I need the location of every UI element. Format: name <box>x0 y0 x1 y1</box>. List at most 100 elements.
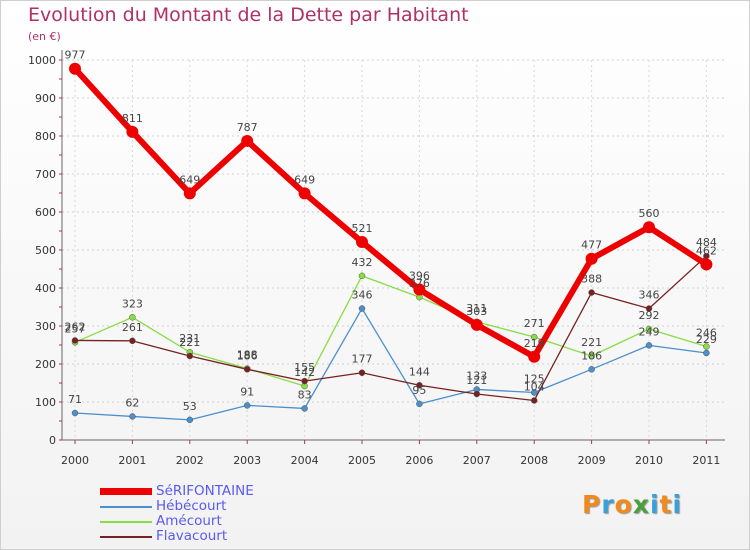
data-label: 186 <box>581 349 602 362</box>
data-point <box>71 337 79 344</box>
data-label: 231 <box>179 332 200 345</box>
data-label: 323 <box>122 297 143 310</box>
data-label: 388 <box>581 273 602 286</box>
data-label: 53 <box>183 400 197 413</box>
data-label: 292 <box>639 309 660 322</box>
logo-letter: P <box>582 490 602 519</box>
y-tick-label: 800 <box>35 130 56 143</box>
x-tick-label: 2009 <box>578 454 606 467</box>
x-tick-label: 2004 <box>291 454 319 467</box>
data-label: 462 <box>696 244 717 257</box>
data-label: 229 <box>696 333 717 346</box>
series-line-0 <box>72 66 709 360</box>
data-label: 484 <box>696 236 717 249</box>
x-tick-label: 2001 <box>118 454 146 467</box>
data-label: 142 <box>294 366 315 379</box>
chart-title: Evolution du Montant de la Dette par Hab… <box>28 4 469 26</box>
series-line-2 <box>74 275 707 387</box>
logo-letter: r <box>601 490 615 519</box>
data-label: 71 <box>68 393 82 406</box>
x-tick-label: 2003 <box>233 454 261 467</box>
proxiti-logo: Proxiti <box>582 490 682 519</box>
data-point <box>645 305 653 312</box>
chart-subtitle: (en €) <box>28 30 61 43</box>
data-point <box>186 352 194 360</box>
data-label: 221 <box>179 336 200 349</box>
x-tick-label: 2007 <box>463 454 491 467</box>
data-label: 396 <box>409 270 430 283</box>
data-point <box>183 187 196 200</box>
logo-letter: i <box>672 490 683 519</box>
data-point <box>129 337 136 345</box>
data-point <box>703 349 710 357</box>
data-point <box>585 252 598 265</box>
legend-label-hebecourt: Hébécourt <box>156 498 227 514</box>
data-point <box>588 289 595 296</box>
data-point <box>528 350 541 363</box>
y-tick-label: 300 <box>35 320 56 333</box>
y-tick-label: 900 <box>35 92 56 105</box>
data-point <box>416 400 423 408</box>
data-label: 249 <box>639 325 660 338</box>
data-label: 121 <box>466 374 487 387</box>
logo-letter: i <box>650 490 660 519</box>
data-label: 188 <box>237 349 258 362</box>
data-point <box>645 325 653 333</box>
data-label: 125 <box>524 373 545 386</box>
data-point <box>470 318 483 331</box>
data-point <box>530 333 538 341</box>
data-point <box>243 366 251 373</box>
data-label: 811 <box>122 112 143 125</box>
data-point <box>530 397 538 404</box>
logo-letter: t <box>659 490 673 519</box>
data-label: 95 <box>412 384 426 397</box>
data-label: 246 <box>696 327 717 340</box>
data-label: 257 <box>65 322 86 335</box>
data-label: 649 <box>294 173 315 186</box>
data-label: 261 <box>122 321 143 334</box>
data-point <box>588 366 595 373</box>
data-label: 62 <box>125 396 139 409</box>
data-label: 346 <box>352 289 373 302</box>
data-label: 477 <box>581 239 602 252</box>
data-point <box>71 409 79 417</box>
data-label: 104 <box>524 380 545 393</box>
y-tick-label: 400 <box>35 282 56 295</box>
legend-swatch-amecourt <box>100 521 152 523</box>
data-point <box>69 62 81 75</box>
data-label: 177 <box>352 353 373 366</box>
data-label: 144 <box>409 365 430 378</box>
data-point <box>129 314 136 321</box>
data-point <box>241 134 254 147</box>
x-tick-label: 2005 <box>348 454 376 467</box>
legend-label-flavacourt: Flavacourt <box>156 528 228 544</box>
data-point <box>129 413 136 420</box>
data-point <box>301 377 308 385</box>
series-line-1 <box>74 307 707 421</box>
data-label: 155 <box>294 361 315 374</box>
data-label: 649 <box>179 173 200 186</box>
y-tick-label: 100 <box>35 396 56 409</box>
data-label: 432 <box>352 256 373 269</box>
data-label: 262 <box>65 320 86 333</box>
data-point <box>416 382 423 389</box>
data-point <box>301 405 308 412</box>
y-tick-label: 200 <box>35 358 56 371</box>
data-point <box>126 125 139 138</box>
series-line-3 <box>74 255 707 402</box>
data-point <box>186 416 194 424</box>
legend-swatch-hebecourt <box>100 506 152 508</box>
data-label: 311 <box>466 302 487 315</box>
x-tick-label: 2002 <box>176 454 204 467</box>
legend-label-serifontaine: SéRIFONTAINE <box>156 483 254 499</box>
data-point <box>356 236 368 249</box>
x-tick-label: 2006 <box>405 454 433 467</box>
x-tick-label: 2000 <box>61 454 89 467</box>
data-point <box>703 343 710 350</box>
data-label: 186 <box>237 349 258 362</box>
data-label: 560 <box>639 207 660 220</box>
data-point <box>643 221 655 234</box>
data-point <box>645 342 653 349</box>
data-point <box>358 272 366 280</box>
